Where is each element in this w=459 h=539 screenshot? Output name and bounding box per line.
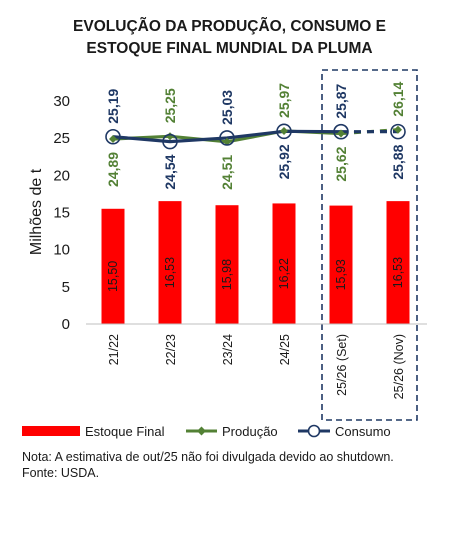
consumo-value-label: 25,19 — [105, 89, 121, 124]
bar-value-label: 15,50 — [106, 261, 120, 292]
bar-estoque-final — [101, 208, 125, 324]
producao-value-label: 26,14 — [390, 81, 406, 116]
x-tick-label: 23/24 — [221, 334, 235, 365]
x-tick-label: 21/22 — [107, 334, 121, 365]
y-axis-label: Milhões de t — [28, 168, 45, 255]
bar-value-label: 16,22 — [277, 258, 291, 289]
consumo-value-label: 25,88 — [390, 144, 406, 179]
chart-title-line-1: EVOLUÇÃO DA PRODUÇÃO, CONSUMO E — [73, 18, 386, 35]
consumo-marker — [105, 128, 121, 145]
y-tick-label: 30 — [53, 93, 70, 110]
producao-marker — [223, 137, 231, 146]
producao-marker — [394, 125, 402, 134]
producao-marker — [166, 132, 174, 141]
consumo-value-label: 24,54 — [162, 154, 178, 189]
x-tick-label: 22/23 — [164, 334, 178, 365]
consumo-marker — [162, 133, 178, 150]
y-tick-label: 0 — [62, 316, 70, 333]
x-tick-label: 24/25 — [278, 334, 292, 365]
bar-value-label: 15,98 — [220, 259, 234, 290]
projection-highlight-box — [321, 69, 418, 421]
producao-value-label: 25,62 — [333, 146, 349, 181]
note-line-2: Fonte: USDA. — [22, 466, 100, 480]
chart-title-line-2: ESTOQUE FINAL MUNDIAL DA PLUMA — [86, 40, 373, 57]
producao-marker — [280, 126, 288, 135]
producao-value-label: 25,25 — [162, 88, 178, 123]
bar-value-label: 16,53 — [163, 257, 177, 288]
bar-estoque-final — [386, 201, 410, 324]
bar-estoque-final — [272, 203, 296, 324]
note-line-1: Nota: A estimativa de out/25 não foi div… — [22, 450, 394, 464]
legend-label-estoque-final: Estoque Final — [85, 424, 165, 439]
producao-value-label: 25,97 — [276, 83, 292, 118]
bar-estoque-final — [158, 201, 182, 324]
y-tick-label: 25 — [53, 130, 70, 147]
consumo-value-label: 25,87 — [333, 83, 349, 118]
producao-value-label: 24,51 — [219, 155, 235, 190]
producao-marker — [109, 134, 117, 143]
bar-estoque-final — [329, 205, 353, 324]
producao-marker — [337, 129, 345, 138]
bar-estoque-final — [215, 205, 239, 324]
bar-value-label: 15,93 — [334, 259, 348, 290]
y-tick-label: 5 — [62, 279, 70, 296]
consumo-marker — [390, 123, 406, 140]
y-tick-label: 15 — [53, 205, 70, 222]
chart-title: EVOLUÇÃO DA PRODUÇÃO, CONSUMO E ESTOQUE … — [0, 16, 459, 60]
legend-marker-consumo — [307, 424, 321, 438]
legend-label-consumo: Consumo — [335, 424, 391, 439]
y-tick-label: 10 — [53, 242, 70, 259]
x-tick-label: 25/26 (Nov) — [392, 334, 406, 399]
consumo-marker — [219, 130, 235, 146]
legend-swatch-estoque-final — [22, 426, 80, 436]
legend-label-producao: Produção — [222, 424, 278, 439]
x-tick-label: 25/26 (Set) — [335, 334, 349, 396]
consumo-marker — [333, 123, 349, 140]
consumo-marker — [276, 123, 292, 140]
legend-marker-producao — [197, 426, 206, 436]
chart-note: Nota: A estimativa de out/25 não foi div… — [22, 449, 394, 481]
producao-value-label: 24,89 — [105, 152, 121, 187]
y-tick-label: 20 — [53, 167, 70, 184]
consumo-value-label: 25,92 — [276, 144, 292, 179]
consumo-value-label: 25,03 — [219, 90, 235, 125]
bar-value-label: 16,53 — [391, 257, 405, 288]
